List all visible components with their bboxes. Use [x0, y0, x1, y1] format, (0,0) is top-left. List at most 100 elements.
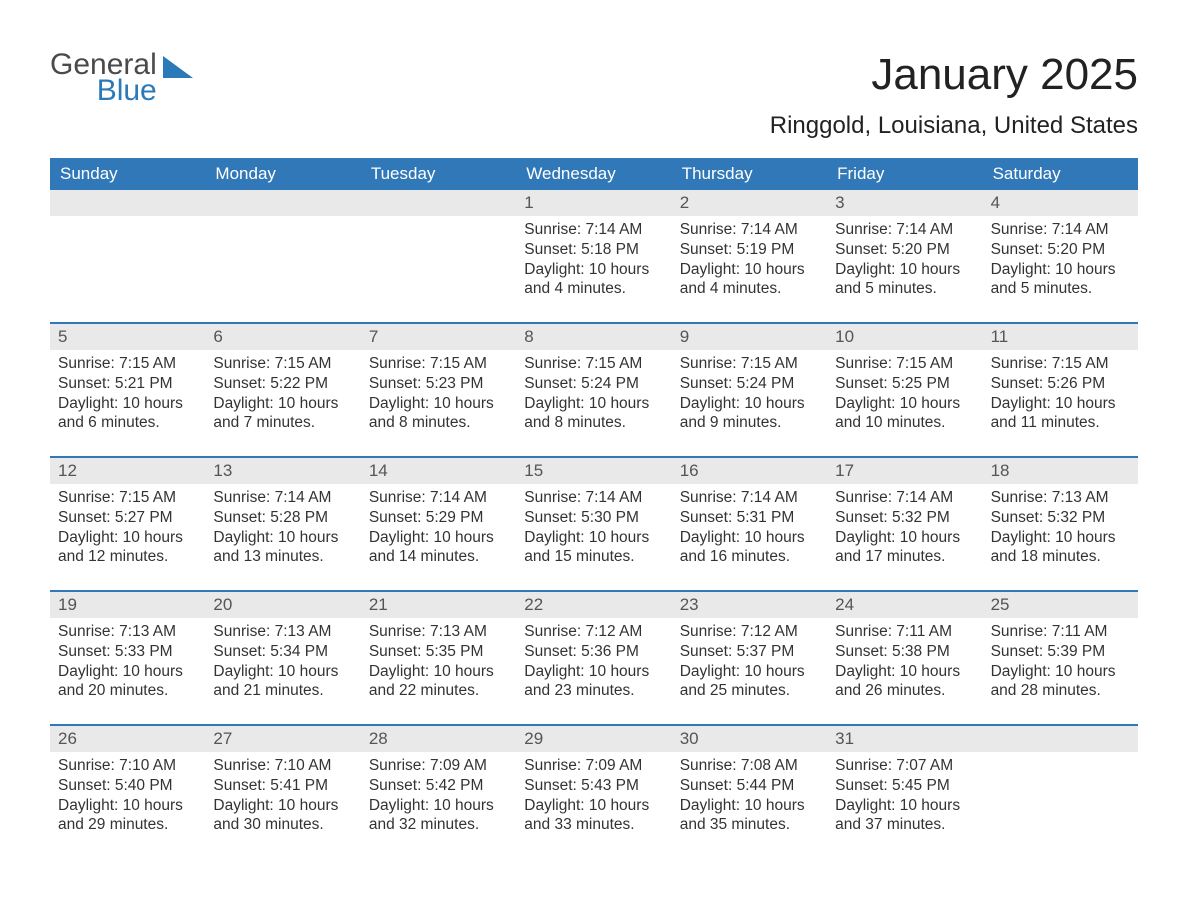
calendar-cell: 28Sunrise: 7:09 AMSunset: 5:42 PMDayligh… — [361, 726, 516, 844]
sunrise-text: Sunrise: 7:13 AM — [991, 488, 1130, 508]
day-details — [361, 216, 516, 224]
calendar-cell: 5Sunrise: 7:15 AMSunset: 5:21 PMDaylight… — [50, 324, 205, 442]
calendar-cell — [50, 190, 205, 308]
daylight-text: Daylight: 10 hours and 25 minutes. — [680, 662, 819, 702]
sunset-text: Sunset: 5:34 PM — [213, 642, 352, 662]
sunrise-text: Sunrise: 7:14 AM — [991, 220, 1130, 240]
day-number: 5 — [50, 324, 205, 350]
sunset-text: Sunset: 5:42 PM — [369, 776, 508, 796]
sunset-text: Sunset: 5:45 PM — [835, 776, 974, 796]
daylight-text: Daylight: 10 hours and 9 minutes. — [680, 394, 819, 434]
day-number — [50, 190, 205, 216]
daylight-text: Daylight: 10 hours and 8 minutes. — [524, 394, 663, 434]
day-number: 2 — [672, 190, 827, 216]
daylight-text: Daylight: 10 hours and 4 minutes. — [524, 260, 663, 300]
calendar-cell — [361, 190, 516, 308]
calendar-cell: 19Sunrise: 7:13 AMSunset: 5:33 PMDayligh… — [50, 592, 205, 710]
calendar-cell: 3Sunrise: 7:14 AMSunset: 5:20 PMDaylight… — [827, 190, 982, 308]
calendar-cell: 29Sunrise: 7:09 AMSunset: 5:43 PMDayligh… — [516, 726, 671, 844]
day-details: Sunrise: 7:15 AMSunset: 5:24 PMDaylight:… — [516, 350, 671, 437]
calendar-cell: 27Sunrise: 7:10 AMSunset: 5:41 PMDayligh… — [205, 726, 360, 844]
sunrise-text: Sunrise: 7:13 AM — [213, 622, 352, 642]
sunset-text: Sunset: 5:38 PM — [835, 642, 974, 662]
calendar-cell: 10Sunrise: 7:15 AMSunset: 5:25 PMDayligh… — [827, 324, 982, 442]
day-details: Sunrise: 7:15 AMSunset: 5:21 PMDaylight:… — [50, 350, 205, 437]
day-details: Sunrise: 7:13 AMSunset: 5:34 PMDaylight:… — [205, 618, 360, 705]
day-details: Sunrise: 7:14 AMSunset: 5:18 PMDaylight:… — [516, 216, 671, 303]
sunrise-text: Sunrise: 7:08 AM — [680, 756, 819, 776]
day-header: Saturday — [983, 158, 1138, 190]
sunrise-text: Sunrise: 7:07 AM — [835, 756, 974, 776]
sunrise-text: Sunrise: 7:15 AM — [369, 354, 508, 374]
sunset-text: Sunset: 5:20 PM — [991, 240, 1130, 260]
daylight-text: Daylight: 10 hours and 29 minutes. — [58, 796, 197, 836]
sunset-text: Sunset: 5:30 PM — [524, 508, 663, 528]
day-header: Friday — [827, 158, 982, 190]
daylight-text: Daylight: 10 hours and 30 minutes. — [213, 796, 352, 836]
sunrise-text: Sunrise: 7:15 AM — [524, 354, 663, 374]
day-details: Sunrise: 7:10 AMSunset: 5:41 PMDaylight:… — [205, 752, 360, 839]
week-row: 26Sunrise: 7:10 AMSunset: 5:40 PMDayligh… — [50, 724, 1138, 844]
sunrise-text: Sunrise: 7:11 AM — [991, 622, 1130, 642]
sunrise-text: Sunrise: 7:15 AM — [835, 354, 974, 374]
day-details: Sunrise: 7:14 AMSunset: 5:20 PMDaylight:… — [827, 216, 982, 303]
daylight-text: Daylight: 10 hours and 26 minutes. — [835, 662, 974, 702]
page-subtitle: Ringgold, Louisiana, United States — [50, 112, 1138, 140]
sunrise-text: Sunrise: 7:12 AM — [680, 622, 819, 642]
day-number: 10 — [827, 324, 982, 350]
calendar-cell: 7Sunrise: 7:15 AMSunset: 5:23 PMDaylight… — [361, 324, 516, 442]
sunset-text: Sunset: 5:22 PM — [213, 374, 352, 394]
calendar-cell: 9Sunrise: 7:15 AMSunset: 5:24 PMDaylight… — [672, 324, 827, 442]
sunset-text: Sunset: 5:44 PM — [680, 776, 819, 796]
day-number: 13 — [205, 458, 360, 484]
sunrise-text: Sunrise: 7:14 AM — [524, 488, 663, 508]
sunrise-text: Sunrise: 7:14 AM — [213, 488, 352, 508]
day-details: Sunrise: 7:13 AMSunset: 5:35 PMDaylight:… — [361, 618, 516, 705]
calendar-cell: 8Sunrise: 7:15 AMSunset: 5:24 PMDaylight… — [516, 324, 671, 442]
sunrise-text: Sunrise: 7:15 AM — [680, 354, 819, 374]
logo-blue-text: Blue — [88, 76, 157, 106]
day-number: 15 — [516, 458, 671, 484]
day-details: Sunrise: 7:15 AMSunset: 5:27 PMDaylight:… — [50, 484, 205, 571]
day-number: 20 — [205, 592, 360, 618]
day-number: 17 — [827, 458, 982, 484]
day-details: Sunrise: 7:14 AMSunset: 5:32 PMDaylight:… — [827, 484, 982, 571]
day-number: 27 — [205, 726, 360, 752]
calendar-cell: 2Sunrise: 7:14 AMSunset: 5:19 PMDaylight… — [672, 190, 827, 308]
week-row: 5Sunrise: 7:15 AMSunset: 5:21 PMDaylight… — [50, 322, 1138, 442]
sunset-text: Sunset: 5:21 PM — [58, 374, 197, 394]
sunset-text: Sunset: 5:29 PM — [369, 508, 508, 528]
daylight-text: Daylight: 10 hours and 5 minutes. — [835, 260, 974, 300]
day-header: Tuesday — [361, 158, 516, 190]
day-details: Sunrise: 7:14 AMSunset: 5:31 PMDaylight:… — [672, 484, 827, 571]
daylight-text: Daylight: 10 hours and 21 minutes. — [213, 662, 352, 702]
day-header: Monday — [205, 158, 360, 190]
sunset-text: Sunset: 5:26 PM — [991, 374, 1130, 394]
daylight-text: Daylight: 10 hours and 5 minutes. — [991, 260, 1130, 300]
day-details: Sunrise: 7:15 AMSunset: 5:23 PMDaylight:… — [361, 350, 516, 437]
sunrise-text: Sunrise: 7:15 AM — [213, 354, 352, 374]
day-details: Sunrise: 7:07 AMSunset: 5:45 PMDaylight:… — [827, 752, 982, 839]
calendar-cell: 13Sunrise: 7:14 AMSunset: 5:28 PMDayligh… — [205, 458, 360, 576]
day-number: 23 — [672, 592, 827, 618]
day-details: Sunrise: 7:15 AMSunset: 5:26 PMDaylight:… — [983, 350, 1138, 437]
sunrise-text: Sunrise: 7:10 AM — [58, 756, 197, 776]
day-header: Wednesday — [516, 158, 671, 190]
calendar-cell: 23Sunrise: 7:12 AMSunset: 5:37 PMDayligh… — [672, 592, 827, 710]
sunrise-text: Sunrise: 7:11 AM — [835, 622, 974, 642]
day-header: Thursday — [672, 158, 827, 190]
sunset-text: Sunset: 5:24 PM — [524, 374, 663, 394]
daylight-text: Daylight: 10 hours and 11 minutes. — [991, 394, 1130, 434]
calendar-cell: 26Sunrise: 7:10 AMSunset: 5:40 PMDayligh… — [50, 726, 205, 844]
calendar: Sunday Monday Tuesday Wednesday Thursday… — [50, 158, 1138, 844]
day-number: 28 — [361, 726, 516, 752]
day-number: 30 — [672, 726, 827, 752]
sunset-text: Sunset: 5:35 PM — [369, 642, 508, 662]
calendar-cell: 24 Sunrise: 7:11 AMSunset: 5:38 PMDayligh… — [827, 592, 982, 710]
day-details: Sunrise: 7:15 AMSunset: 5:25 PMDaylight:… — [827, 350, 982, 437]
day-number: 24 — [827, 592, 982, 618]
daylight-text: Daylight: 10 hours and 8 minutes. — [369, 394, 508, 434]
day-details: Sunrise: 7:08 AMSunset: 5:44 PMDaylight:… — [672, 752, 827, 839]
daylight-text: Daylight: 10 hours and 14 minutes. — [369, 528, 508, 568]
sunrise-text: Sunrise: 7:14 AM — [369, 488, 508, 508]
